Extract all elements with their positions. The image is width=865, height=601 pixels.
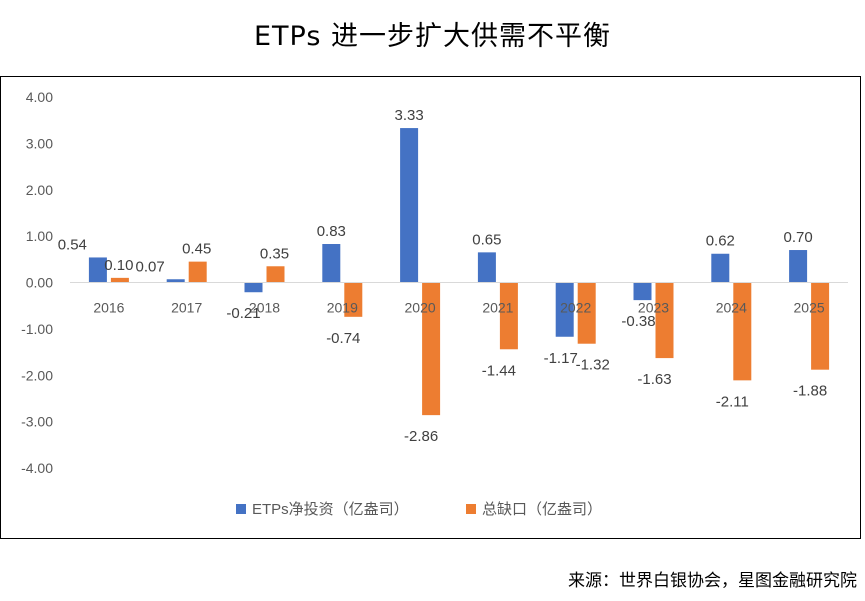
data-label: 0.54 (58, 236, 87, 253)
data-label: 0.10 (104, 257, 133, 274)
x-tick-label: 2023 (638, 300, 669, 316)
x-tick-label: 2021 (482, 300, 513, 316)
data-label: 0.70 (783, 229, 812, 246)
y-tick-label: -1.00 (21, 321, 53, 337)
data-label: -1.17 (544, 350, 578, 367)
bar-etps-net-investment (88, 257, 107, 283)
bar-etps-net-investment (555, 282, 574, 337)
x-tick-label: 2024 (716, 300, 747, 316)
y-tick-label: 0.00 (26, 275, 53, 291)
data-label: -0.21 (226, 305, 260, 322)
bar-total-gap (577, 282, 596, 344)
x-tick-label: 2017 (171, 300, 202, 316)
data-label: 3.33 (394, 107, 423, 124)
data-label: -1.88 (793, 383, 827, 400)
chart-title: ETPs 进一步扩大供需不平衡 (253, 21, 611, 52)
bar-total-gap (733, 282, 752, 381)
x-tick-label: 2022 (560, 300, 591, 316)
bar-etps-net-investment (633, 282, 652, 301)
bar-total-gap (188, 261, 207, 283)
bar-total-gap (811, 282, 830, 370)
bar-etps-net-investment (166, 279, 185, 283)
data-label: -1.63 (637, 371, 671, 388)
bar-total-gap (344, 282, 363, 317)
y-tick-label: 4.00 (26, 89, 53, 105)
data-label: -0.74 (326, 330, 360, 347)
data-label: 0.65 (472, 231, 501, 248)
data-label: -0.38 (621, 313, 655, 330)
bar-etps-net-investment (711, 253, 730, 283)
y-tick-label: -2.00 (21, 367, 53, 383)
legend-label: 总缺口（亿盎司） (482, 501, 602, 518)
data-label: 0.35 (260, 245, 289, 262)
bar-total-gap (110, 277, 129, 283)
data-label: 0.45 (182, 241, 211, 258)
bar-total-gap (499, 282, 518, 350)
data-label: -1.32 (576, 357, 610, 374)
bar-total-gap (266, 266, 285, 283)
y-axis: 4.00 3.00 2.00 1.00 0.00 -1.00 -2.00 -3.00 -4.00 (21, 89, 53, 476)
data-label: -2.11 (716, 393, 749, 410)
legend-swatch (466, 504, 476, 514)
x-axis: 2016 2017 2018 2019 2020 2021 2022 2023 2024 2025 (70, 282, 848, 316)
bar-total-gap (422, 282, 441, 416)
x-tick-label: 2018 (249, 300, 280, 316)
bar-total-gap (655, 282, 674, 359)
data-label: -2.86 (404, 428, 438, 445)
data-labels: 0.54 0.10 0.07 0.45 -0.21 0.35 0.83 -0.74 3.33 -2… (58, 107, 828, 445)
x-tick-label: 2016 (93, 300, 124, 316)
chart-frame (0, 76, 861, 539)
x-tick-label: 2019 (327, 300, 358, 316)
y-tick-label: -3.00 (21, 414, 53, 430)
data-label: 0.62 (706, 233, 735, 250)
data-label: 0.83 (317, 223, 346, 240)
data-label: 0.07 (135, 258, 164, 275)
legend-label: ETPs净投资（亿盎司） (252, 501, 409, 518)
data-label: -1.44 (482, 362, 516, 379)
legend: ETPs净投资（亿盎司） 总缺口（亿盎司） (236, 501, 602, 518)
y-tick-label: 2.00 (26, 182, 53, 198)
x-tick-label: 2020 (405, 300, 436, 316)
y-tick-label: 1.00 (26, 228, 53, 244)
x-tick-label: 2025 (794, 300, 825, 316)
bar-etps-net-investment (322, 244, 341, 283)
bars (88, 128, 830, 416)
y-tick-label: -4.00 (21, 460, 53, 476)
y-tick-label: 3.00 (26, 135, 53, 151)
bar-etps-net-investment (400, 128, 419, 283)
bar-etps-net-investment (789, 250, 808, 283)
bar-etps-net-investment (244, 282, 263, 293)
source-note: 来源：世界白银协会，星图金融研究院 (568, 571, 857, 591)
legend-swatch (236, 504, 246, 514)
bar-etps-net-investment (477, 252, 496, 283)
